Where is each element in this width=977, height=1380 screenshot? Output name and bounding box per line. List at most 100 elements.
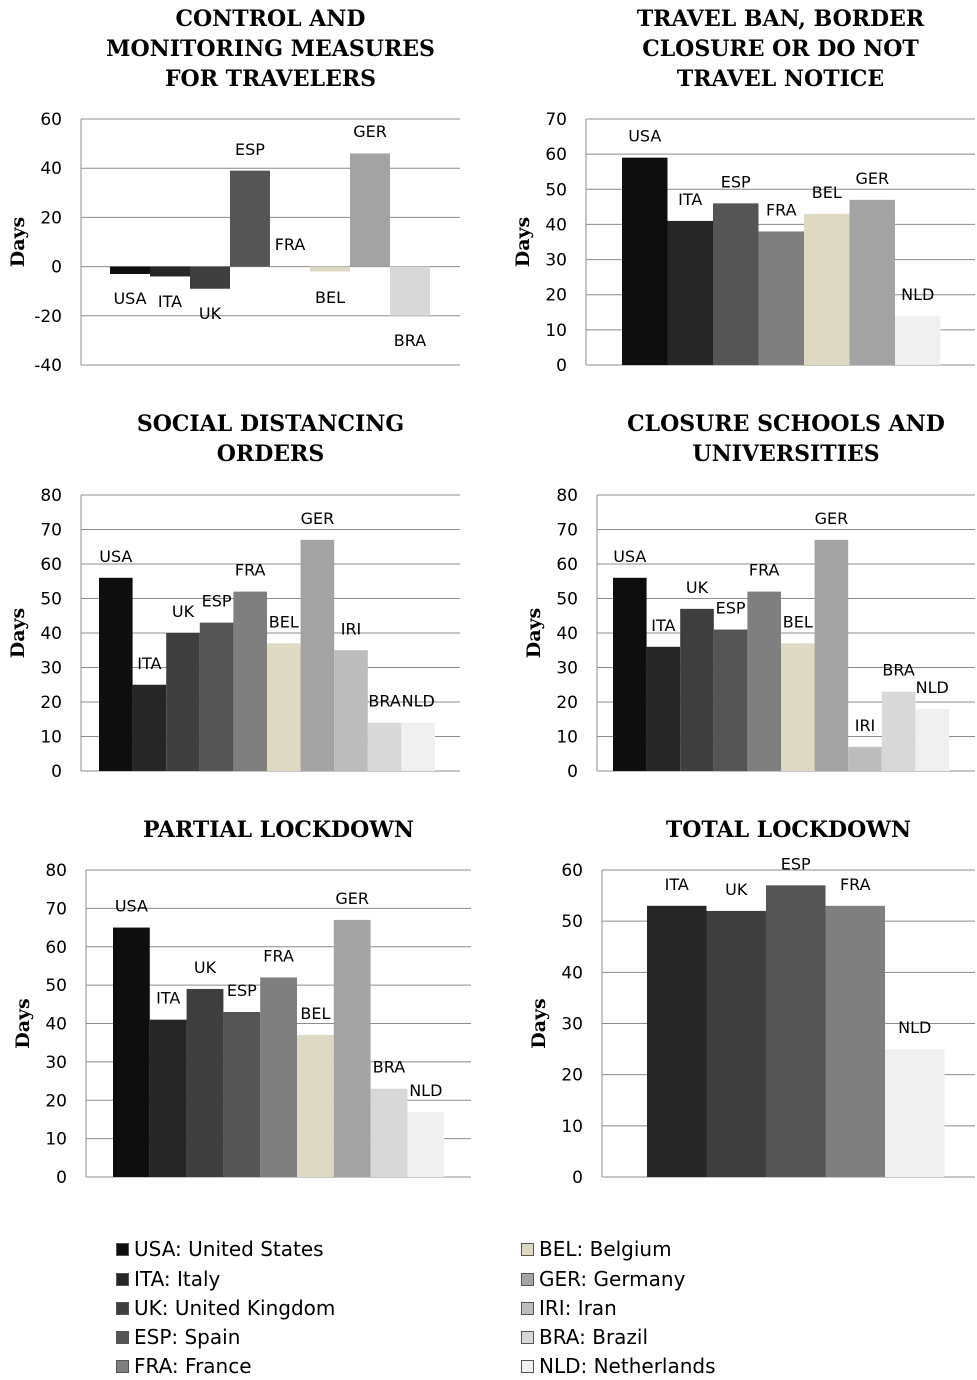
bar-label-uk: UK — [194, 958, 217, 977]
y-tick-label: 0 — [572, 1168, 583, 1188]
bar-label-ita: ITA — [678, 190, 702, 209]
bar-iri — [848, 746, 882, 771]
bar-label-ita: ITA — [158, 292, 182, 311]
y-tick-label: 30 — [561, 1015, 583, 1035]
y-tick-label: 70 — [40, 521, 62, 541]
bar-ger — [350, 153, 390, 267]
bar-bra — [370, 1088, 408, 1177]
bar-esp — [223, 1011, 261, 1177]
y-axis-label: Days — [7, 217, 29, 268]
chart-6: TOTAL LOCKDOWN 0 10 20 30 40 50 60 Days ITA UK ESP F… — [528, 817, 975, 1188]
y-tick-label: 40 — [40, 624, 62, 644]
bar-nld — [915, 708, 949, 771]
bar-label-uk: UK — [725, 880, 748, 899]
bar-label-esp: ESP — [781, 854, 811, 873]
y-tick-label: 40 — [561, 963, 583, 983]
bar-esp — [199, 622, 234, 771]
bar-uk — [706, 910, 766, 1177]
bar-label-iri: IRI — [855, 716, 876, 735]
bar-usa — [99, 577, 133, 771]
y-axis-label: Days — [523, 608, 545, 659]
bar-label-bel: BEL — [812, 183, 842, 202]
y-tick-label: 50 — [561, 912, 583, 932]
y-tick-label: 80 — [45, 861, 67, 881]
bar-esp — [766, 885, 826, 1177]
y-tick-label: 0 — [567, 762, 578, 782]
bar-label-bel: BEL — [269, 612, 299, 631]
y-tick-label: 0 — [51, 258, 62, 278]
y-axis-label: Days — [528, 998, 550, 1049]
y-tick-label: 0 — [56, 1168, 67, 1188]
bar-ita — [646, 646, 681, 771]
y-tick-label: 10 — [545, 321, 567, 341]
bar-label-ita: ITA — [156, 989, 180, 1008]
bar-label-fra: FRA — [766, 200, 797, 219]
y-tick-label: 40 — [545, 215, 567, 235]
chart-5: PARTIAL LOCKDOWN 0 10 20 30 40 50 60 70 80 Days USA… — [12, 817, 471, 1188]
bar-ita — [150, 266, 190, 277]
bar-bel — [310, 266, 350, 272]
bar-ger — [333, 919, 371, 1177]
bar-label-fra: FRA — [840, 875, 871, 894]
bar-label-iri: IRI — [341, 619, 362, 638]
bar-esp — [713, 203, 759, 365]
bar-label-bra: BRA — [373, 1058, 405, 1077]
bar-label-ger: GER — [353, 122, 387, 141]
bar-label-usa: USA — [99, 547, 132, 566]
y-tick-label: 40 — [40, 159, 62, 179]
y-tick-label: 20 — [40, 693, 62, 713]
y-tick-label: 50 — [40, 590, 62, 610]
chart-title-line: CLOSURE SCHOOLS AND — [627, 411, 945, 437]
y-tick-label: 10 — [561, 1117, 583, 1137]
chart-title-line: UNIVERSITIES — [692, 441, 879, 467]
bar-label-nld: NLD — [409, 1081, 442, 1100]
bar-label-fra: FRA — [235, 561, 266, 580]
y-tick-label: 80 — [556, 486, 578, 506]
bar-label-esp: ESP — [227, 981, 257, 1000]
y-tick-label: -20 — [34, 307, 62, 327]
bar-fra — [233, 591, 267, 771]
bar-label-ger: GER — [815, 509, 849, 528]
bar-bel — [267, 643, 301, 771]
bar-label-nld: NLD — [901, 285, 934, 304]
bar-label-nld: NLD — [916, 678, 949, 697]
bar-label-bra: BRA — [368, 692, 400, 711]
bar-label-usa: USA — [628, 127, 661, 146]
y-tick-label: 20 — [545, 286, 567, 306]
chart-title-line: TOTAL LOCKDOWN — [666, 817, 911, 843]
bar-nld — [885, 1049, 945, 1177]
bar-label-bel: BEL — [783, 612, 813, 631]
y-axis-label: Days — [512, 217, 534, 268]
bar-uk — [190, 266, 230, 289]
bar-label-bel: BEL — [315, 288, 345, 307]
bar-label-ita: ITA — [137, 654, 161, 673]
chart-2: TRAVEL BAN, BORDER CLOSURE OR DO NOT TRAVE… — [512, 6, 975, 376]
bar-usa — [613, 577, 647, 771]
bar-ita — [647, 905, 707, 1177]
bar-iri — [334, 650, 368, 771]
chart-title-line: PARTIAL LOCKDOWN — [143, 817, 414, 843]
bar-ita — [149, 1019, 187, 1177]
chart-4: CLOSURE SCHOOLS AND UNIVERSITIES 0 10 20 30 40… — [523, 411, 975, 782]
bar-bra — [881, 691, 916, 771]
bar-nld — [401, 722, 435, 771]
y-tick-label: 20 — [40, 208, 62, 228]
chart-title-line: TRAVEL BAN, BORDER — [637, 6, 925, 32]
bar-label-ita: ITA — [651, 616, 675, 635]
bar-bra — [390, 266, 430, 316]
bar-bel — [297, 1035, 334, 1177]
bar-ita — [132, 684, 167, 771]
y-tick-label: 50 — [556, 590, 578, 610]
bar-label-usa: USA — [115, 897, 148, 916]
bar-uk — [680, 608, 714, 771]
chart-title-line: CLOSURE OR DO NOT — [642, 36, 919, 62]
chart-title-line: MONITORING MEASURES — [106, 36, 435, 62]
chart-title-line: FOR TRAVELERS — [165, 66, 376, 92]
y-tick-label: 40 — [556, 624, 578, 644]
bar-label-esp: ESP — [716, 599, 746, 618]
y-tick-label: 60 — [545, 145, 567, 165]
bar-ger — [849, 199, 895, 365]
bar-label-ger: GER — [335, 889, 369, 908]
bar-uk — [166, 633, 200, 771]
